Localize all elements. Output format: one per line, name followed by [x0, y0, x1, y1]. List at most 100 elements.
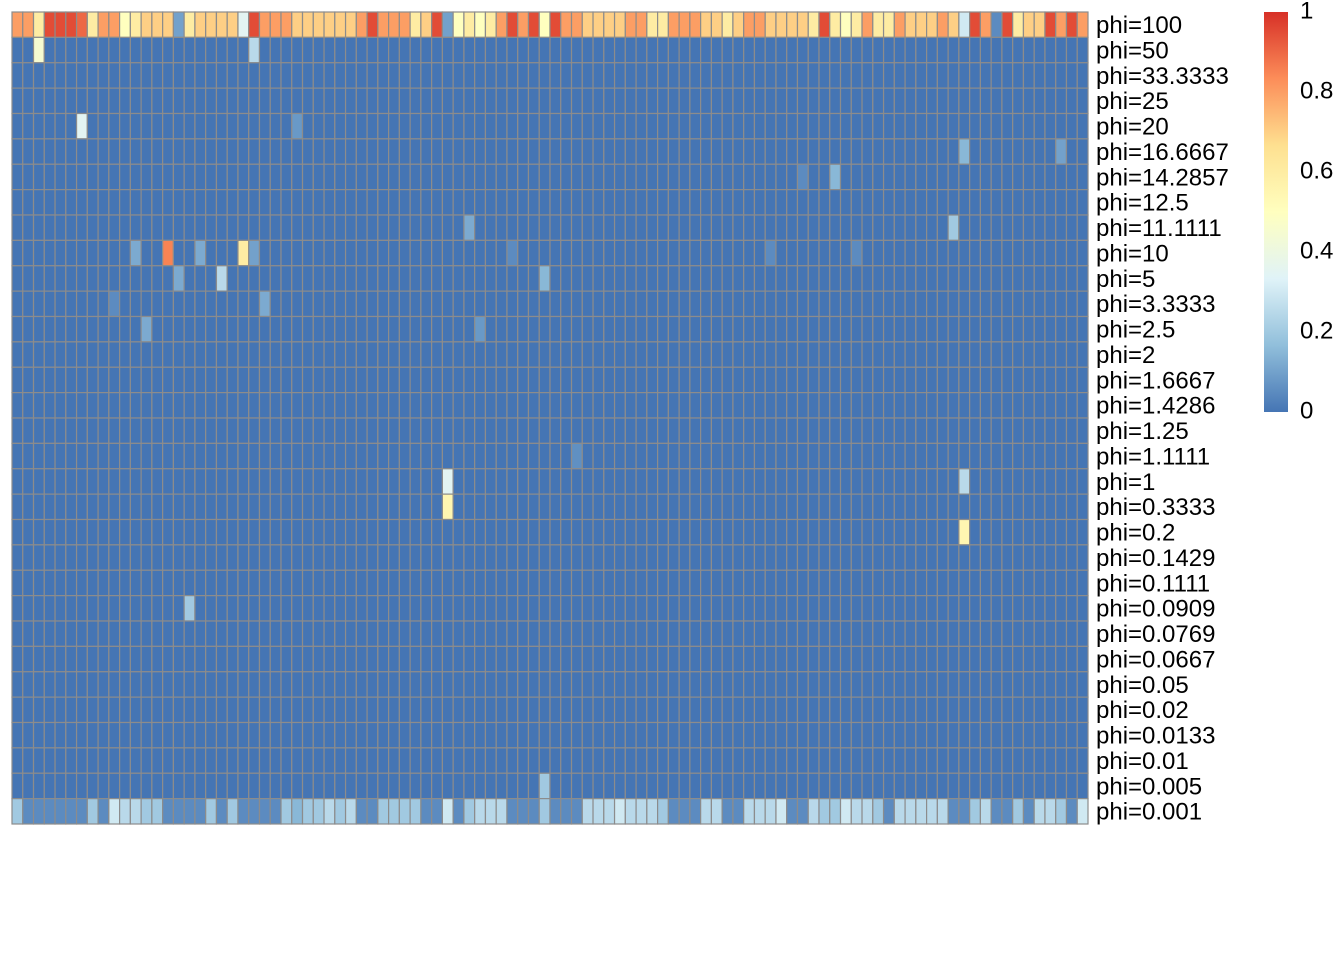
heatmap-cell	[753, 366, 766, 394]
heatmap-cell	[818, 189, 831, 216]
heatmap-cell	[194, 189, 207, 216]
heatmap-cell	[613, 189, 626, 216]
heatmap-cell	[603, 417, 616, 444]
heatmap-cell	[65, 798, 78, 825]
heatmap-cell	[377, 11, 390, 38]
heatmap-cell	[807, 214, 820, 241]
heatmap-cell	[108, 87, 121, 115]
heatmap-cell	[484, 671, 497, 698]
heatmap-cell	[1055, 189, 1068, 216]
heatmap-cell	[710, 721, 723, 749]
heatmap-cell	[839, 417, 852, 444]
heatmap-cell	[549, 721, 562, 749]
heatmap-cell	[226, 772, 239, 800]
heatmap-cell	[1022, 518, 1035, 546]
heatmap-cell	[118, 163, 131, 191]
heatmap-cell	[291, 265, 304, 292]
heatmap-cell	[549, 214, 562, 241]
heatmap-cell	[829, 36, 842, 64]
heatmap-cell	[947, 366, 960, 394]
heatmap-cell	[248, 569, 261, 597]
heatmap-cell	[65, 392, 78, 419]
heatmap-cell	[129, 569, 142, 597]
heatmap-cell	[54, 36, 67, 64]
heatmap-cell	[1001, 569, 1014, 597]
heatmap-cell	[86, 62, 99, 89]
heatmap-cell	[506, 163, 519, 191]
heatmap-cell	[603, 36, 616, 64]
heatmap-cell	[431, 112, 444, 140]
heatmap-cell	[839, 87, 852, 115]
heatmap-cell	[11, 696, 24, 724]
heatmap-cell	[409, 798, 422, 825]
heatmap-cell	[452, 265, 465, 292]
heatmap-cell	[613, 366, 626, 394]
heatmap-cell	[527, 518, 540, 546]
heatmap-cell	[893, 214, 906, 241]
heatmap-cell	[743, 189, 756, 216]
heatmap-cell	[355, 671, 368, 698]
heatmap-cell	[646, 315, 659, 343]
heatmap-cell	[807, 772, 820, 800]
heatmap-cell	[1076, 112, 1089, 140]
heatmap-cell	[54, 214, 67, 241]
heatmap-cell	[366, 544, 379, 571]
heatmap-cell	[764, 468, 777, 495]
heatmap-cell	[388, 214, 400, 241]
heatmap-cell	[786, 772, 799, 800]
heatmap-cell	[431, 366, 444, 394]
heatmap-cell	[753, 493, 766, 521]
heatmap-cell	[689, 747, 702, 774]
heatmap-cell	[979, 189, 992, 216]
heatmap-cell	[1033, 189, 1046, 216]
heatmap-cell	[732, 493, 745, 521]
heatmap-cell	[11, 290, 24, 318]
heatmap-cell	[538, 239, 551, 267]
heatmap-cell	[732, 315, 745, 343]
heatmap-cell	[506, 518, 519, 546]
heatmap-cell	[700, 442, 713, 470]
heatmap-cell	[75, 493, 88, 521]
heatmap-cell	[656, 163, 669, 191]
heatmap-cell	[1044, 290, 1057, 318]
heatmap-cell	[97, 417, 110, 444]
heatmap-cell	[1076, 798, 1089, 825]
heatmap-cell	[743, 645, 756, 673]
heatmap-cell	[377, 239, 390, 267]
heatmap-cell	[904, 189, 917, 216]
heatmap-cell	[603, 595, 616, 622]
heatmap-cell	[936, 11, 949, 38]
heatmap-cell	[118, 798, 131, 825]
heatmap-cell	[237, 696, 250, 724]
heatmap-cell	[775, 11, 788, 38]
heatmap-cell	[291, 366, 304, 394]
heatmap-cell	[646, 239, 659, 267]
heatmap-cell	[151, 493, 164, 521]
heatmap-cell	[32, 595, 45, 622]
heatmap-cell	[904, 138, 917, 165]
heatmap-cell	[11, 366, 24, 394]
heatmap-cell	[162, 595, 174, 622]
heatmap-cell	[183, 239, 196, 267]
colorbar	[1264, 12, 1288, 412]
heatmap-cell	[172, 214, 185, 241]
heatmap-cell	[431, 772, 444, 800]
heatmap-cell	[958, 620, 971, 647]
heatmap-cell	[172, 620, 185, 647]
heatmap-cell	[118, 138, 131, 165]
heatmap-cell	[280, 468, 293, 495]
heatmap-cell	[1055, 518, 1068, 546]
heatmap-cell	[861, 417, 874, 444]
heatmap-cell	[624, 518, 637, 546]
heatmap-cell	[323, 239, 336, 267]
heatmap-cell	[506, 721, 519, 749]
heatmap-cell	[43, 11, 56, 38]
heatmap-cell	[1022, 366, 1035, 394]
heatmap-cell	[388, 290, 400, 318]
heatmap-cell	[441, 747, 454, 774]
heatmap-cell	[872, 87, 885, 115]
heatmap-cell	[194, 36, 207, 64]
heatmap-cell	[646, 772, 659, 800]
heatmap-cell	[463, 36, 476, 64]
heatmap-cell	[839, 696, 852, 724]
